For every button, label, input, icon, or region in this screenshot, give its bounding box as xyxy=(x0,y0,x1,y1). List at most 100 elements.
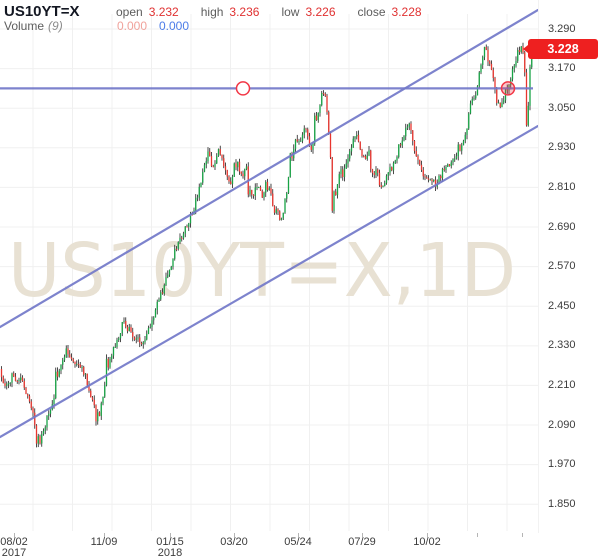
candle-body xyxy=(86,373,88,386)
trend-channel-lower-line[interactable] xyxy=(0,124,538,439)
candle-body xyxy=(62,360,64,365)
candle-body xyxy=(301,134,304,141)
candle-body xyxy=(205,161,207,165)
watermark: US10YT=X,1D xyxy=(8,228,516,314)
candle-body xyxy=(429,179,431,181)
price-tick-label: 2.210 xyxy=(548,378,576,391)
candle-body xyxy=(186,226,188,228)
candle-body xyxy=(363,156,365,158)
candle-body xyxy=(254,187,256,196)
candle-body xyxy=(2,377,4,384)
price-tick-label: 2.810 xyxy=(548,180,576,193)
candle-body xyxy=(312,143,314,150)
candle-body xyxy=(410,123,412,131)
time-axis[interactable]: 08/02 2017 11/09 01/15 2018 03/20 05/24 07/29… xyxy=(0,533,600,558)
candle-body xyxy=(149,327,151,329)
candle-body xyxy=(343,168,346,178)
trend-channel-upper-line[interactable] xyxy=(0,8,538,329)
candle-body xyxy=(364,156,367,159)
candle-body xyxy=(275,209,277,213)
candle-body xyxy=(91,397,94,400)
candle-body xyxy=(378,172,381,186)
candle-body xyxy=(405,128,407,137)
candle-body xyxy=(391,167,393,171)
candle-body xyxy=(112,347,115,356)
candle-body xyxy=(139,337,141,343)
candle-body xyxy=(294,139,297,149)
candle-body xyxy=(4,383,6,386)
price-chart-canvas[interactable]: US10YT=X,1D xyxy=(0,0,538,533)
candle-body xyxy=(114,346,116,348)
candle-body xyxy=(347,158,349,164)
candle-body xyxy=(0,368,3,378)
date-tick-label: 01/15 2018 xyxy=(156,536,184,558)
candle-body xyxy=(443,168,445,170)
date-tick-label: 05/24 xyxy=(284,536,312,548)
candle-body xyxy=(279,211,281,220)
last-price-tag: 3.228 xyxy=(523,39,598,60)
candle-body xyxy=(426,177,428,179)
candle-body xyxy=(184,226,186,234)
candle-body xyxy=(380,185,382,187)
candle-body xyxy=(37,436,39,444)
candle-body xyxy=(146,334,148,340)
candle-body xyxy=(513,65,515,70)
candle-body xyxy=(525,72,528,126)
candle-body xyxy=(497,102,500,104)
candle-body xyxy=(340,169,342,175)
candle-body xyxy=(133,337,136,340)
candle-body xyxy=(203,164,206,172)
candle-body xyxy=(413,140,416,151)
candle-body xyxy=(233,163,235,177)
date-tick-mark xyxy=(170,533,171,537)
candle-body xyxy=(354,136,356,139)
candle-body xyxy=(69,354,71,358)
candle-body xyxy=(289,153,291,178)
candle-body xyxy=(81,366,83,368)
candle-body xyxy=(345,163,347,169)
price-axis[interactable]: 3.290 3.170 3.050 2.930 2.810 2.690 2.570 2.450… xyxy=(538,0,600,533)
candle-body xyxy=(273,206,276,213)
candle-body xyxy=(357,134,360,142)
candle-body xyxy=(377,169,379,173)
candle-body xyxy=(100,403,102,416)
price-tick-label: 3.170 xyxy=(548,62,576,75)
candle-body xyxy=(90,390,92,398)
candle-body xyxy=(231,176,234,185)
candle-body xyxy=(342,169,344,178)
candle-body xyxy=(7,383,10,385)
candle-body xyxy=(104,385,106,397)
candle-body xyxy=(207,151,209,162)
date-tick-label: 03/20 xyxy=(220,536,248,548)
candle-body xyxy=(240,171,242,174)
volume-param: (9) xyxy=(48,19,63,33)
candle-body xyxy=(506,88,508,91)
candle-body xyxy=(30,401,32,409)
volume-label: Volume xyxy=(4,19,45,33)
line-anchor-circle[interactable] xyxy=(500,81,516,96)
ohlc-close-value: 3.228 xyxy=(391,5,422,19)
price-tick-label: 2.450 xyxy=(548,299,576,312)
symbol-title: US10YT=X xyxy=(4,3,80,20)
candle-body xyxy=(53,398,55,405)
candle-body xyxy=(128,327,130,332)
candle-body xyxy=(259,187,262,191)
candle-body xyxy=(261,190,263,198)
candle-body xyxy=(175,248,178,250)
candle-body xyxy=(415,150,417,157)
candle-body xyxy=(125,321,127,327)
candle-body xyxy=(335,191,337,196)
candle-body xyxy=(179,237,181,243)
candle-body xyxy=(182,233,185,239)
candle-body xyxy=(165,277,167,286)
line-anchor-circle[interactable] xyxy=(235,81,251,96)
candle-body xyxy=(496,89,498,103)
candle-body xyxy=(34,412,36,426)
candle-body xyxy=(181,237,183,239)
candle-body xyxy=(23,381,25,388)
candle-body xyxy=(287,177,290,194)
candle-body xyxy=(88,385,90,391)
candle-body xyxy=(244,169,246,177)
candle-body xyxy=(329,133,332,158)
